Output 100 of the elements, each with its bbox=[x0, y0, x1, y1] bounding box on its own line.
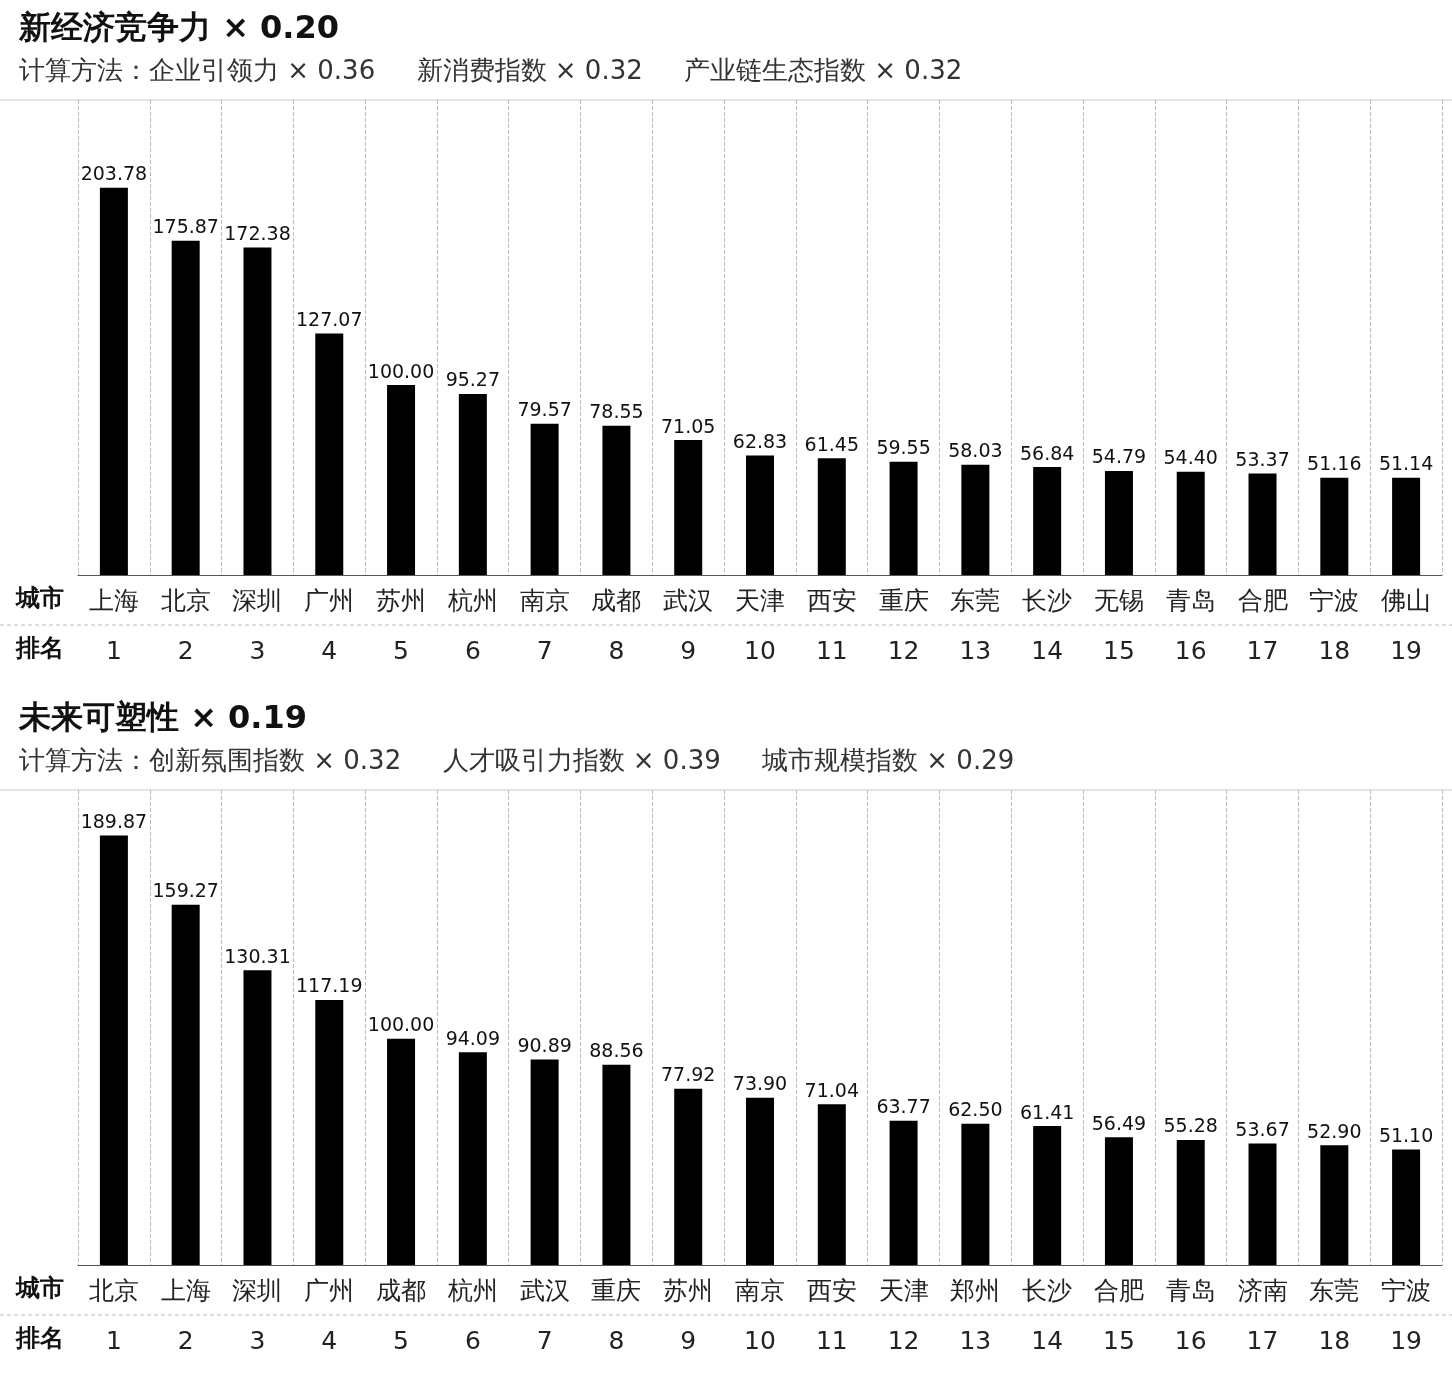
bar bbox=[746, 1097, 774, 1265]
data-label: 95.27 bbox=[445, 368, 501, 391]
data-label: 88.56 bbox=[589, 1039, 644, 1062]
data-label: 51.10 bbox=[1378, 1123, 1434, 1146]
x-tick-label: 西安 11 bbox=[806, 585, 857, 665]
bar bbox=[171, 904, 200, 1265]
data-label: 55.28 bbox=[1163, 1114, 1218, 1137]
bar bbox=[458, 1052, 487, 1265]
x-tick-label: 深圳 3 bbox=[232, 585, 283, 665]
bar bbox=[1320, 1145, 1349, 1265]
x-tick-label: 宁波 18 bbox=[1309, 585, 1360, 665]
text: 排名 bbox=[15, 634, 64, 662]
data-label: 130.31 bbox=[224, 944, 291, 967]
x-tick-label: 北京 2 bbox=[160, 585, 211, 665]
data-label: 59.55 bbox=[876, 436, 931, 459]
data-label: 53.37 bbox=[1235, 448, 1290, 471]
x-tick-label: 青岛 16 bbox=[1165, 585, 1216, 665]
x-tick-label: 长沙 14 bbox=[1022, 1275, 1073, 1355]
x-tick-label: 西安 11 bbox=[806, 1275, 857, 1355]
text: 城市 bbox=[15, 584, 64, 612]
bar bbox=[99, 187, 128, 575]
bar bbox=[1176, 471, 1205, 575]
text: 城市 bbox=[15, 1274, 64, 1302]
bar bbox=[602, 425, 631, 575]
data-label: 61.45 bbox=[804, 432, 859, 455]
data-label: 63.77 bbox=[876, 1095, 931, 1118]
x-tick-label: 济南 17 bbox=[1237, 1275, 1288, 1355]
data-label: 71.05 bbox=[661, 414, 716, 437]
bar bbox=[889, 1120, 918, 1265]
data-label: 62.83 bbox=[732, 430, 788, 453]
x-tick-label: 上海 1 bbox=[88, 585, 139, 665]
x-tick-label: 合肥 17 bbox=[1237, 585, 1288, 665]
x-tick-label: 北京 1 bbox=[88, 1275, 139, 1355]
bar bbox=[1392, 477, 1421, 575]
x-tick-label: 郑州 13 bbox=[950, 1275, 1001, 1355]
x-tick-label: 广州 4 bbox=[304, 585, 355, 665]
x-tick-label: 天津 10 bbox=[735, 585, 785, 665]
bar bbox=[674, 440, 703, 575]
bar bbox=[674, 1088, 703, 1265]
bar bbox=[243, 970, 272, 1265]
data-label: 159.27 bbox=[152, 879, 219, 902]
x-tick-label: 长沙 14 bbox=[1022, 585, 1073, 665]
x-tick-label: 东莞 18 bbox=[1309, 1275, 1360, 1355]
chart-title: 未来可塑性 × 0.19 bbox=[18, 698, 308, 736]
x-tick-label: 重庆 8 bbox=[591, 1275, 642, 1355]
x-tick-label: 东莞 13 bbox=[950, 585, 1001, 665]
text: 排名 bbox=[15, 1324, 64, 1352]
x-tick-label: 杭州 6 bbox=[446, 1275, 498, 1355]
bar bbox=[458, 393, 487, 575]
data-label: 127.07 bbox=[296, 308, 363, 331]
bar bbox=[1392, 1149, 1421, 1265]
data-label: 73.90 bbox=[732, 1072, 788, 1095]
data-label: 51.16 bbox=[1307, 452, 1362, 475]
data-label: 172.38 bbox=[224, 221, 291, 244]
bar bbox=[817, 458, 846, 575]
data-label: 175.87 bbox=[152, 215, 219, 238]
bar bbox=[817, 1104, 846, 1265]
bar bbox=[315, 333, 344, 575]
bar bbox=[1320, 477, 1349, 575]
bar bbox=[1248, 473, 1277, 575]
bar bbox=[961, 464, 990, 575]
x-tick-label: 武汉 9 bbox=[663, 585, 714, 665]
bar bbox=[99, 835, 128, 1265]
x-tick-label: 合肥 15 bbox=[1093, 1275, 1144, 1355]
data-label: 54.40 bbox=[1163, 446, 1218, 469]
bar bbox=[387, 1038, 416, 1265]
x-tick-label: 南京 7 bbox=[519, 585, 570, 665]
x-tick-label: 苏州 9 bbox=[663, 1275, 714, 1355]
x-tick-label: 佛山 19 bbox=[1381, 585, 1432, 665]
bar bbox=[961, 1123, 990, 1265]
data-label: 52.90 bbox=[1307, 1119, 1362, 1142]
bar bbox=[171, 240, 200, 575]
bar bbox=[1033, 1126, 1062, 1265]
bar bbox=[1176, 1139, 1205, 1265]
data-label: 79.57 bbox=[517, 398, 572, 421]
bar bbox=[530, 423, 559, 575]
x-tick-label: 广州 4 bbox=[304, 1275, 355, 1355]
data-label: 189.87 bbox=[80, 810, 148, 833]
bar bbox=[889, 461, 918, 575]
bar bbox=[746, 455, 774, 575]
data-label: 203.78 bbox=[80, 162, 148, 185]
data-label: 51.14 bbox=[1378, 452, 1434, 475]
data-label: 71.04 bbox=[804, 1078, 859, 1101]
x-tick-label: 成都 5 bbox=[376, 1275, 427, 1355]
x-tick-label: 重庆 12 bbox=[878, 585, 929, 665]
bar bbox=[315, 999, 344, 1265]
bar bbox=[243, 247, 272, 575]
x-tick-label: 天津 12 bbox=[878, 1275, 929, 1355]
x-tick-label: 成都 8 bbox=[591, 585, 642, 665]
x-tick-label: 无锡 15 bbox=[1093, 585, 1144, 665]
bar bbox=[1033, 467, 1062, 575]
bar bbox=[1104, 1137, 1133, 1265]
x-tick-label: 深圳 3 bbox=[232, 1275, 283, 1355]
bar bbox=[1104, 470, 1133, 575]
data-label: 117.19 bbox=[296, 974, 363, 997]
bar bbox=[387, 385, 416, 575]
x-tick-label: 杭州 6 bbox=[446, 585, 498, 665]
data-label: 94.09 bbox=[445, 1026, 501, 1049]
x-tick-label: 南京 10 bbox=[735, 1275, 785, 1355]
data-label: 100.00 bbox=[367, 359, 435, 382]
